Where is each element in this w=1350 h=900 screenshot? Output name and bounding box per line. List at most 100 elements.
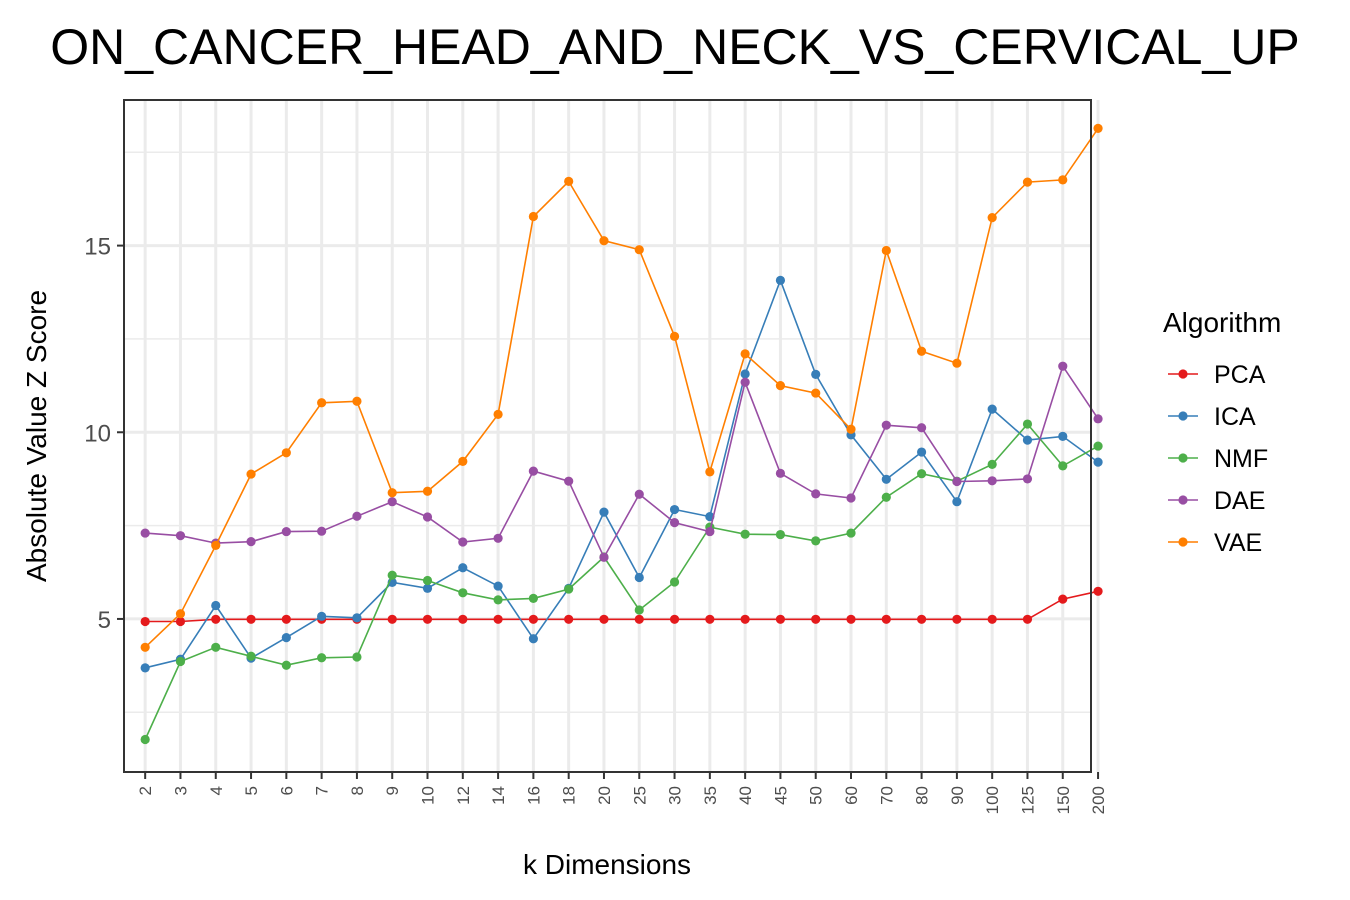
data-point-vae	[987, 213, 997, 223]
legend-label: PCA	[1214, 361, 1266, 389]
data-point-ica	[528, 634, 538, 644]
legend-key-point	[1178, 411, 1188, 421]
x-tick-label: 30	[666, 786, 685, 805]
data-point-pca	[1093, 586, 1103, 596]
y-tick-label: 15	[84, 234, 111, 261]
x-tick-label: 45	[771, 786, 790, 805]
x-axis: 2 3 4 5 6 7 8 9 10 12 14 16 18 20 25 30 35 40 45 50 60 70 80 90…	[136, 772, 1108, 814]
series-line-dae	[145, 364, 1099, 560]
data-point-ica	[1022, 435, 1033, 445]
data-point-pca	[952, 614, 962, 624]
data-point-pca	[599, 614, 609, 624]
data-point-dae	[599, 552, 609, 562]
data-point-vae	[740, 349, 750, 359]
x-tick-label: 16	[524, 786, 543, 805]
data-point-vae	[811, 388, 821, 398]
data-point-dae	[528, 466, 538, 476]
data-point-pca	[1022, 614, 1033, 624]
data-point-nmf	[1022, 419, 1033, 429]
data-point-nmf	[387, 570, 397, 580]
x-tick-label: 8	[348, 786, 367, 795]
data-point-ica	[599, 507, 609, 517]
data-point-ica	[1058, 431, 1068, 441]
data-point-dae	[952, 476, 962, 487]
data-point-ica	[140, 663, 150, 673]
legend-key-point	[1178, 537, 1188, 547]
data-point-ica	[916, 447, 927, 457]
data-point-ica	[211, 600, 221, 611]
x-tick-label: 14	[489, 786, 508, 805]
x-tick-label: 18	[560, 786, 579, 805]
data-point-dae	[317, 526, 327, 536]
legend-key-point	[1178, 369, 1188, 379]
data-point-dae	[705, 526, 715, 537]
data-point-vae	[140, 642, 150, 652]
x-tick-label: 2	[136, 786, 155, 795]
x-tick-label: 40	[736, 786, 755, 805]
data-point-vae	[528, 211, 538, 222]
data-point-vae	[352, 396, 362, 406]
data-point-dae	[1022, 474, 1033, 484]
legend-label: VAE	[1214, 529, 1262, 557]
data-point-ica	[422, 583, 433, 593]
data-point-ica	[317, 611, 327, 621]
data-point-pca	[1058, 594, 1068, 604]
data-point-vae	[669, 331, 680, 341]
data-point-vae	[422, 486, 433, 496]
data-point-pca	[422, 614, 433, 624]
data-point-pca	[140, 616, 150, 627]
data-point-dae	[669, 518, 680, 528]
y-tick-label: 10	[84, 420, 111, 447]
data-point-nmf	[564, 584, 574, 594]
data-point-nmf	[493, 595, 503, 605]
legend-key-point	[1178, 453, 1188, 463]
data-point-nmf	[317, 653, 327, 663]
series-layer	[140, 123, 1103, 745]
data-point-dae	[422, 512, 433, 522]
data-point-nmf	[846, 528, 856, 538]
y-axis-title: Absolute Value Z Score	[21, 290, 52, 582]
legend-title: Algorithm	[1163, 307, 1281, 338]
data-point-vae	[599, 236, 609, 246]
data-point-nmf	[281, 660, 291, 670]
data-point-vae	[281, 448, 291, 458]
data-point-vae	[1093, 123, 1103, 133]
data-point-dae	[387, 497, 397, 507]
data-point-dae	[740, 377, 750, 387]
data-point-dae	[140, 528, 150, 538]
data-point-pca	[775, 614, 786, 624]
series-line-nmf	[144, 422, 1099, 740]
data-point-nmf	[175, 656, 186, 667]
x-tick-label: 35	[701, 786, 720, 805]
data-point-nmf	[740, 529, 750, 539]
data-point-vae	[1058, 175, 1068, 185]
data-point-vae	[881, 245, 891, 256]
data-point-nmf	[987, 459, 997, 469]
x-tick-label: 70	[877, 786, 896, 805]
data-point-pca	[528, 614, 538, 624]
data-point-vae	[775, 381, 786, 391]
x-tick-label: 50	[807, 786, 826, 805]
data-point-nmf	[916, 469, 927, 479]
data-point-nmf	[246, 651, 256, 661]
x-tick-label: 200	[1089, 786, 1108, 814]
data-point-nmf	[458, 588, 468, 598]
data-point-vae	[916, 346, 927, 356]
data-point-ica	[458, 563, 468, 573]
data-point-nmf	[1093, 441, 1103, 451]
data-point-vae	[317, 398, 327, 408]
data-point-dae	[1093, 414, 1103, 424]
data-point-nmf	[669, 577, 680, 587]
data-point-vae	[634, 245, 644, 255]
legend-key-point	[1178, 495, 1188, 505]
data-point-pca	[740, 614, 750, 624]
data-point-vae	[175, 609, 186, 619]
data-point-nmf	[140, 734, 150, 745]
data-point-dae	[881, 420, 891, 430]
data-point-vae	[387, 488, 397, 498]
data-point-ica	[352, 613, 362, 623]
legend-item-vae: VAE	[1168, 529, 1262, 557]
data-point-nmf	[422, 575, 433, 586]
legend-item-nmf: NMF	[1168, 445, 1268, 473]
legend-item-dae: DAE	[1168, 487, 1265, 515]
